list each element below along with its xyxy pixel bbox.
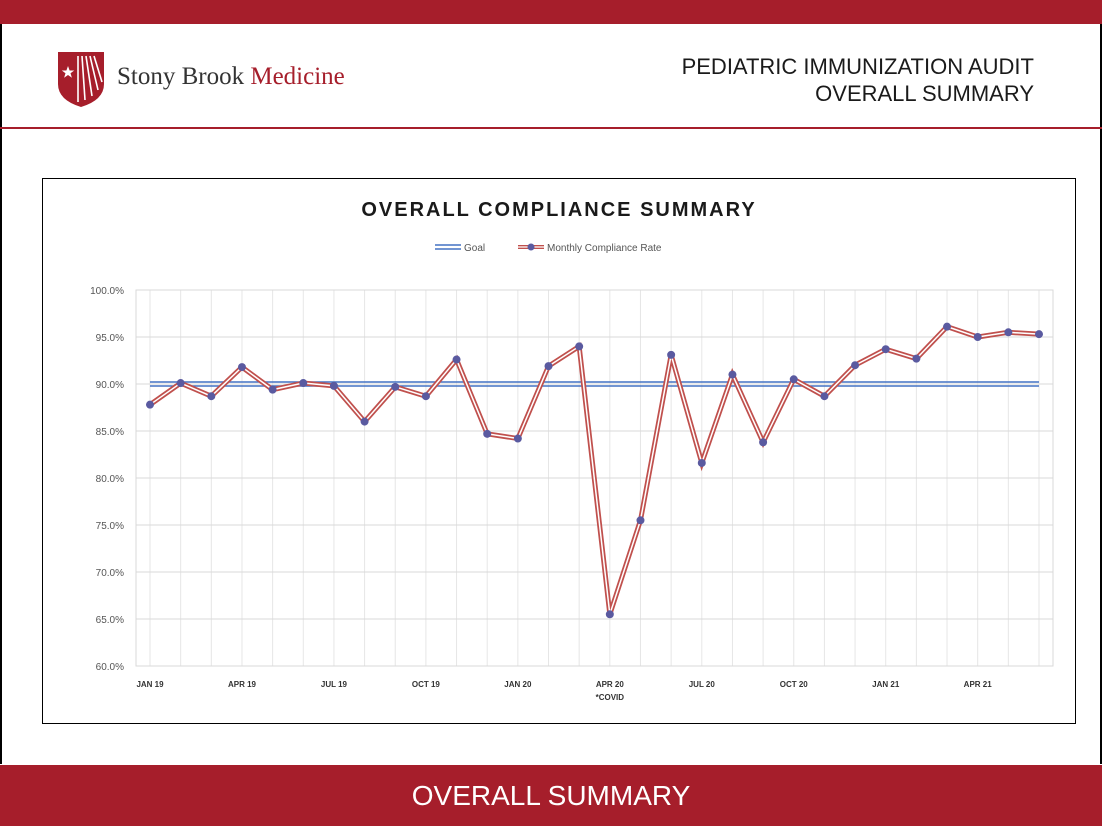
compliance-point [360,417,369,426]
compliance-point [237,363,246,372]
legend-compliance-label: Monthly Compliance Rate [547,243,662,254]
frame-border-right [1100,24,1102,764]
top-bar [0,0,1102,24]
compliance-point [943,322,952,331]
compliance-chart: OVERALL COMPLIANCE SUMMARY Goal Monthly Co… [90,199,1054,702]
compliance-point [452,355,461,364]
compliance-point [636,516,645,525]
x-tick-label: JAN 20 [504,680,532,689]
compliance-point [207,392,216,401]
brand-name: Stony Brook Medicine [117,63,345,91]
stony-brook-logo-icon [58,52,104,107]
compliance-point [912,354,921,363]
x-tick-label: JAN 21 [872,680,900,689]
x-tick-label: JUL 20 [689,680,716,689]
frame-border-left [0,24,2,764]
footer-bar: OVERALL SUMMARY [0,765,1102,826]
compliance-point [1004,328,1013,337]
header-divider [0,127,1102,129]
y-tick-label: 90.0% [96,380,124,391]
compliance-point [1035,330,1043,339]
x-tick-label: JAN 19 [136,680,164,689]
plot-area [135,289,1054,667]
y-tick-label: 75.0% [96,521,124,532]
compliance-point [881,345,890,354]
y-tick-label: 85.0% [96,427,124,438]
compliance-point [697,458,706,467]
compliance-point [728,370,737,379]
compliance-line-highlight [149,325,1040,615]
compliance-point [544,362,553,371]
compliance-point [299,379,308,388]
x-tick-label: JUL 19 [321,680,348,689]
y-tick-label: 70.0% [96,568,124,579]
compliance-point [851,361,860,370]
y-tick-label: 60.0% [96,662,124,673]
compliance-point [176,379,185,388]
compliance-point [391,382,400,391]
compliance-point [605,610,614,619]
covid-annotation: *COVID [596,693,625,702]
header-title-line2: OVERALL SUMMARY [815,81,1034,106]
compliance-point [820,392,829,401]
y-tick-label: 95.0% [96,333,124,344]
header-title-line1: PEDIATRIC IMMUNIZATION AUDIT [681,54,1034,79]
brand-name-plain: Stony Brook [117,63,251,90]
compliance-line [148,323,1040,616]
compliance-point [483,429,492,438]
compliance-point [146,400,154,409]
y-tick-label: 65.0% [96,615,124,626]
compliance-point [759,438,768,447]
chart-container: OVERALL COMPLIANCE SUMMARY Goal Monthly Co… [42,178,1076,724]
compliance-point [513,434,522,443]
compliance-point [667,350,676,359]
legend-goal-label: Goal [464,243,485,254]
brand-name-accent: Medicine [250,63,345,90]
x-tick-label: APR 19 [228,680,257,689]
compliance-point [421,392,430,401]
chart-title: OVERALL COMPLIANCE SUMMARY [361,199,756,221]
compliance-point [973,333,982,341]
footer-label: OVERALL SUMMARY [411,779,691,811]
x-tick-label: APR 21 [964,680,993,689]
compliance-point [329,381,338,390]
x-tick-label: OCT 19 [412,680,441,689]
legend-compliance-marker [527,243,535,251]
x-tick-label: OCT 20 [780,680,809,689]
y-tick-label: 100.0% [90,286,124,297]
compliance-point [575,342,584,351]
x-tick-label: APR 20 [596,680,625,689]
compliance-point [268,385,277,394]
header-title: PEDIATRIC IMMUNIZATION AUDIT OVERALL SUM… [682,53,1034,107]
compliance-point [789,375,798,384]
y-tick-label: 80.0% [96,474,124,485]
